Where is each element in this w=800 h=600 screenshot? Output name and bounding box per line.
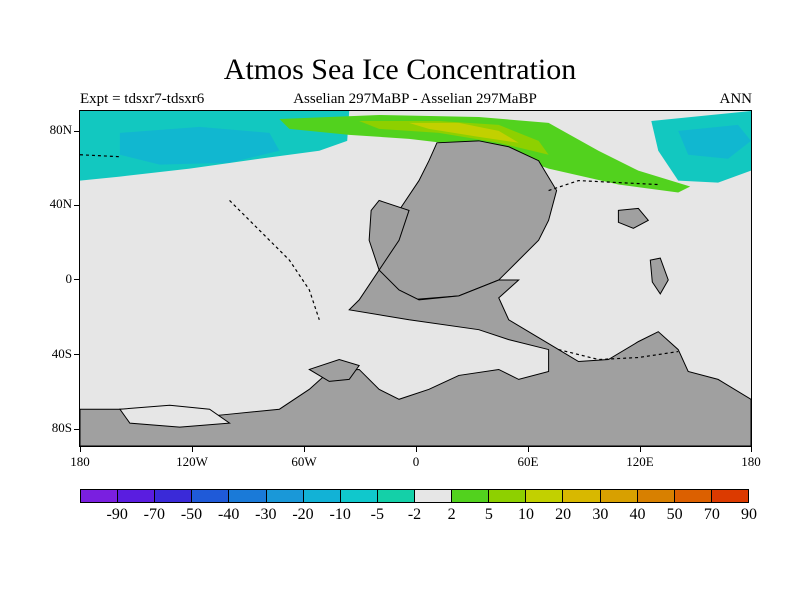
colorbar-label: -70 <box>143 506 165 523</box>
lon-tick-label: 180 <box>741 454 761 469</box>
colorbar-swatch <box>340 490 378 502</box>
colorbar-swatch <box>637 490 675 502</box>
colorbar-swatch <box>414 490 453 502</box>
lat-tick-label: 40N <box>49 196 72 211</box>
ice-increase-core-north <box>359 120 549 155</box>
colorbar-swatch <box>118 490 156 502</box>
period-label: Asselian 297MaBP - Asselian 297MaBP <box>293 91 537 107</box>
ice-increase-peak-north <box>409 122 519 143</box>
colorbar-swatch <box>674 490 712 502</box>
lon-tick-mark <box>80 447 81 452</box>
colorbar-label: 40 <box>629 506 646 523</box>
colorbar-label: 20 <box>555 506 572 523</box>
colorbar-swatch <box>192 490 230 502</box>
chart-title: Atmos Sea Ice Concentration <box>223 53 577 86</box>
colorbar-label: -30 <box>255 506 277 523</box>
ice-decrease-core-west <box>119 126 280 165</box>
lon-tick-label: 120E <box>626 454 654 469</box>
experiment-label: Expt = tdsxr7-tdsxr6 <box>80 91 205 107</box>
lat-tick-label: 80N <box>49 122 72 137</box>
coastline-south-east <box>558 348 679 361</box>
colorbar-label: 2 <box>447 506 456 523</box>
lat-tick-mark <box>74 205 79 206</box>
arctic-anomaly-field <box>80 111 751 193</box>
colorbar-label: 50 <box>666 506 683 523</box>
colorbar-legend <box>80 489 749 503</box>
lat-tick-mark <box>74 354 79 355</box>
colorbar-swatch <box>452 490 490 502</box>
colorbar-swatch <box>81 490 119 502</box>
ice-increase-region-north <box>279 114 691 193</box>
colorbar-swatch <box>155 490 193 502</box>
lon-tick-label: 120W <box>176 454 208 469</box>
colorbar-swatch <box>600 490 638 502</box>
colorbar-swatch <box>711 490 748 502</box>
colorbar-swatch <box>526 490 564 502</box>
lon-tick-mark <box>304 447 305 452</box>
lon-tick-mark <box>192 447 193 452</box>
colorbar-label: 90 <box>741 506 757 523</box>
coastline-fragments <box>80 154 679 361</box>
lon-tick-label: 180 <box>70 454 90 469</box>
lon-tick-mark <box>751 447 752 452</box>
coastline-arc-east <box>548 179 659 192</box>
colorbar-label: 70 <box>703 506 720 523</box>
southern-landmass-inset <box>118 404 231 428</box>
southern-peninsula <box>308 358 360 382</box>
colorbar-label: -40 <box>217 506 240 523</box>
coastline-arctic-west <box>80 154 120 158</box>
colorbar-label: 30 <box>592 506 609 523</box>
lon-tick-label: 0 <box>412 454 420 469</box>
colorbar-swatch <box>229 490 267 502</box>
colorbar-label: -50 <box>180 506 203 523</box>
lat-tick-label: 0 <box>65 271 73 286</box>
colorbar-swatch <box>266 490 304 502</box>
map-canvas <box>80 111 751 446</box>
colorbar-label: -2 <box>407 506 422 523</box>
lon-tick-label: 60W <box>291 454 317 469</box>
land-masses <box>80 140 751 446</box>
lon-tick-mark <box>640 447 641 452</box>
lat-tick-mark <box>74 131 79 132</box>
lat-tick-mark <box>74 279 79 280</box>
colorbar-label: -5 <box>370 506 384 523</box>
ice-decrease-core-east <box>678 124 751 159</box>
coastline-arc-west <box>229 200 320 320</box>
colorbar-label: 5 <box>484 506 493 523</box>
colorbar-label: -20 <box>292 506 314 523</box>
colorbar-label: -90 <box>106 506 128 523</box>
colorbar-swatch <box>489 490 527 502</box>
colorbar-label: -10 <box>329 506 351 523</box>
colorbar-swatch <box>377 490 415 502</box>
season-label: ANN <box>719 91 753 107</box>
lon-tick-mark <box>528 447 529 452</box>
colorbar-swatch <box>303 490 341 502</box>
lat-tick-label: 40S <box>51 346 72 361</box>
colorbar-label: 10 <box>518 506 534 523</box>
island-east-2 <box>649 257 669 295</box>
lon-tick-label: 60E <box>517 454 539 469</box>
island-east-1 <box>617 207 650 229</box>
lat-tick-label: 80S <box>51 420 72 435</box>
colorbar-swatch <box>563 490 601 502</box>
lat-tick-mark <box>74 429 79 430</box>
map-panel <box>79 110 752 447</box>
continent-south-west <box>80 199 751 446</box>
lon-tick-mark <box>416 447 417 452</box>
